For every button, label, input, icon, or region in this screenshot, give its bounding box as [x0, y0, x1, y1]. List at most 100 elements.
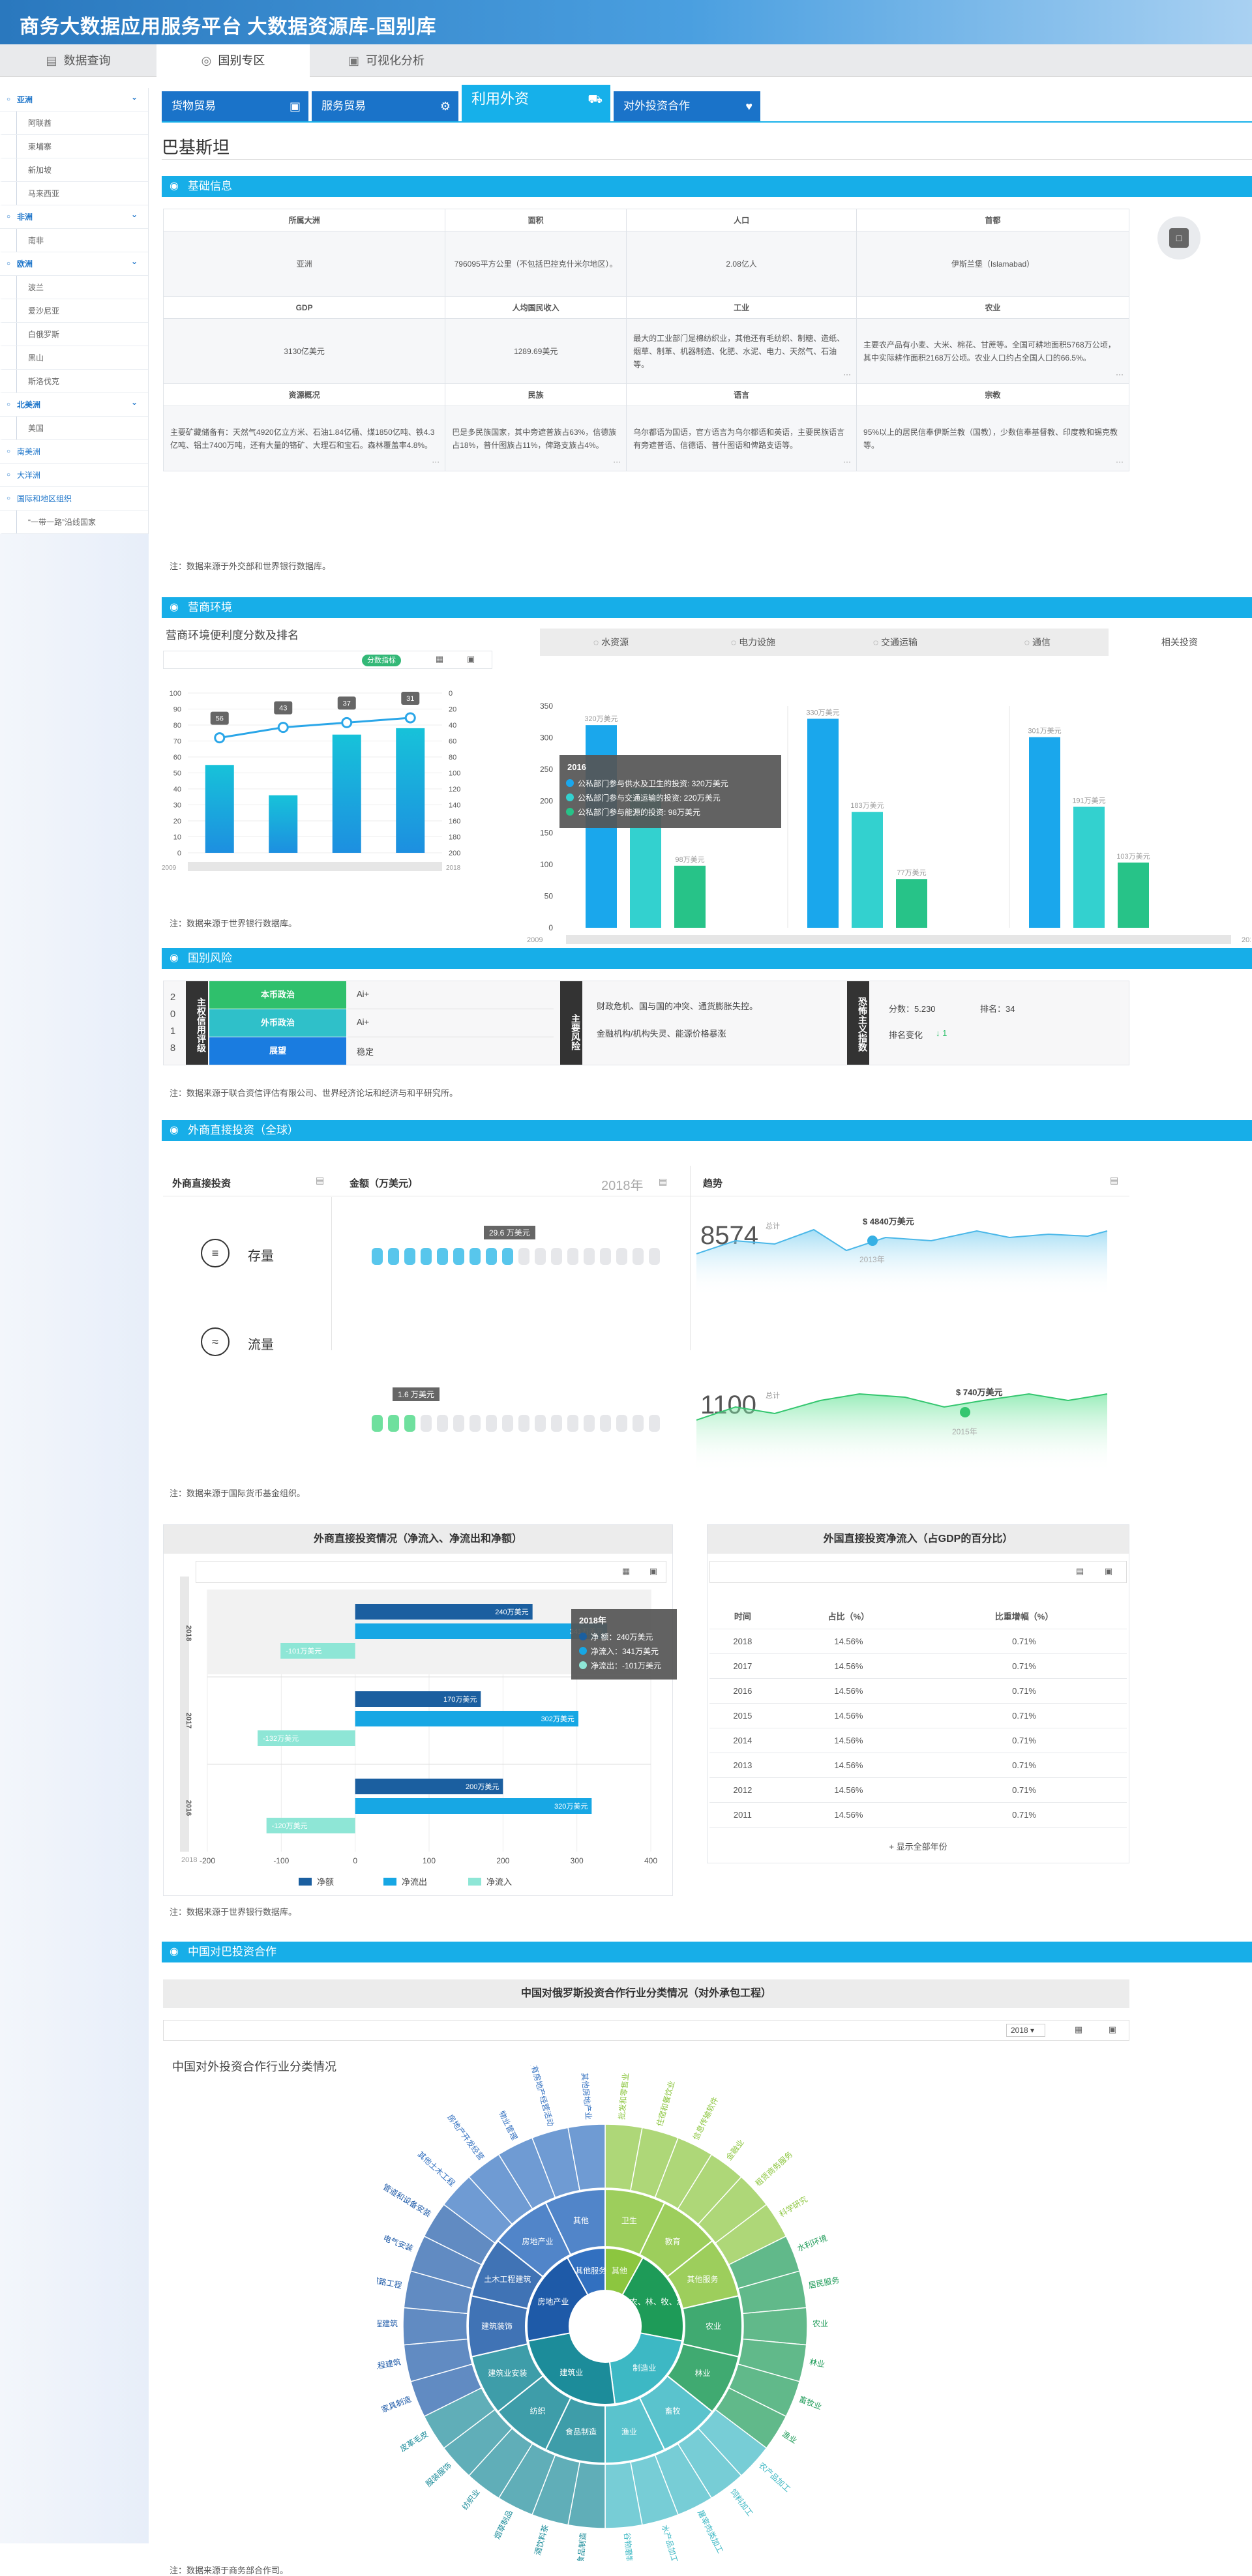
bar-value-label: 240万美元 [495, 1608, 528, 1616]
infra-tab[interactable]: ◌ 交通运输 [872, 637, 918, 647]
save-icon[interactable]: ▣ [466, 654, 475, 664]
table-cell: 0.71% [921, 1777, 1127, 1803]
sunburst-outer-label: 饲料加工 [728, 2487, 754, 2518]
sunburst-middle-label: 建筑装饰 [481, 2321, 513, 2331]
show-all-years-button[interactable]: + 显示全部年份 [889, 1842, 947, 1852]
year-select[interactable]: 2018 ▾ [1006, 2024, 1045, 2037]
tooltip-bg [559, 755, 781, 828]
x-tick-label: 300 [571, 1856, 584, 1865]
sunburst-outer-label: 铁路工程建筑 [377, 2357, 402, 2375]
calendar-icon[interactable]: ▤ [316, 1175, 325, 1185]
amount-segment [649, 1415, 660, 1432]
invest-bar [807, 718, 839, 928]
sunburst-outer-label: 居民服务 [807, 2275, 840, 2290]
fdi-year: 2018年 [601, 1179, 644, 1193]
tab-country-zone[interactable]: ◎ 国别专区 [156, 44, 310, 77]
subtab-goods-trade[interactable]: 货物贸易 ▣ [162, 91, 308, 121]
sunburst-outer-label: 金融业 [724, 2137, 746, 2162]
subtab-outward-investment[interactable]: 对外投资合作 ♥ [614, 91, 760, 121]
sidebar-group[interactable]: 南美洲 [0, 440, 148, 464]
sunburst-middle-label: 畜牧 [664, 2406, 680, 2416]
side-float: □ [1157, 216, 1200, 259]
amount-segment [453, 1248, 464, 1265]
sidebar-group[interactable]: 亚洲 [0, 85, 148, 111]
y-tick-label: 200 [540, 797, 553, 806]
sidebar-item[interactable]: 爱沙尼亚 [0, 299, 148, 323]
tooltip-line: 公私部门参与交通运输的投资: 220万美元 [578, 793, 721, 803]
more-icon[interactable]: ··· [432, 457, 440, 466]
sidebar-group[interactable]: 非洲 [0, 203, 148, 229]
calendar-icon[interactable]: ▤ [659, 1176, 668, 1187]
sunburst-inner-label: 建筑业 [559, 2367, 583, 2377]
tab-visual-analysis[interactable]: ▣ 可视化分析 [310, 44, 463, 77]
tooltip-dot [579, 1661, 587, 1669]
bar-value-label: 103万美元 [1116, 852, 1150, 861]
amount-segment [616, 1248, 627, 1265]
tooltip-line: 公私部门参与能源的投资: 98万美元 [578, 807, 700, 817]
sidebar-item[interactable]: 马来西亚 [0, 182, 148, 205]
infra-tab[interactable]: ◌ 水资源 [593, 637, 629, 647]
sidebar-item[interactable]: 柬埔寨 [0, 135, 148, 158]
sidebar-item[interactable]: 斯洛伐克 [0, 370, 148, 393]
x-tick-label: 400 [644, 1856, 657, 1865]
infra-tab[interactable]: ◌ 电力设施 [730, 637, 776, 647]
y-tick-label: 350 [540, 702, 553, 711]
save-icon[interactable]: ▣ [1108, 2024, 1117, 2034]
cart-icon: ▣ [289, 100, 301, 113]
sidebar-item[interactable]: 美国 [0, 417, 148, 440]
bar-value-label: 191万美元 [1072, 796, 1105, 805]
sidebar-group[interactable]: 欧洲 [0, 250, 148, 276]
tooltip-line: 净流入：341万美元 [591, 1647, 659, 1656]
fdi-net-toolbar: ▦ ▣ [196, 1561, 666, 1583]
table-cell: 0.71% [921, 1753, 1127, 1778]
infra-tab[interactable]: 相关投资 [1108, 629, 1251, 656]
main-tabs: ▤ 数据查询 ◎ 国别专区 ▣ 可视化分析 [0, 44, 1252, 77]
sidebar-group[interactable]: 北美洲 [0, 391, 148, 417]
sidebar-group[interactable]: 国际和地区组织 [0, 487, 148, 511]
more-icon[interactable]: ··· [1116, 457, 1124, 466]
total-label: 总计 [766, 1391, 780, 1400]
metric-tag[interactable]: 分数指标 [362, 655, 401, 666]
comment-icon[interactable]: □ [1169, 228, 1189, 248]
rank-label: 43 [279, 705, 287, 713]
sidebar-item[interactable]: 波兰 [0, 276, 148, 299]
rank-label-bg [274, 701, 293, 715]
sidebar-item[interactable]: 黑山 [0, 346, 148, 370]
range-slider [188, 862, 442, 871]
table-cell: 2011 [709, 1802, 776, 1828]
table-icon[interactable]: ▦ [1074, 2024, 1083, 2034]
tab-data-query[interactable]: ▤ 数据查询 [0, 44, 156, 77]
more-icon[interactable]: ··· [613, 457, 621, 466]
sunburst-outer-label: 烟草制品 [492, 2509, 514, 2541]
net-bar [266, 1818, 355, 1833]
bar-value-label: 320万美元 [584, 715, 618, 723]
chart-icon[interactable]: ▤ [1075, 1566, 1084, 1576]
tooltip-line: 净 额：240万美元 [591, 1633, 653, 1642]
sidebar-item[interactable]: “一带一路”沿线国家 [0, 511, 148, 534]
table-cell: 14.56% [775, 1753, 922, 1778]
more-icon[interactable]: ··· [843, 370, 852, 379]
subtab-service-trade[interactable]: 服务贸易 ⚙ [312, 91, 458, 121]
amount-segment [421, 1415, 432, 1432]
y-tick-label: 40 [173, 786, 181, 793]
y2-tick-label: 0 [449, 690, 453, 698]
table-icon[interactable]: ▦ [621, 1566, 631, 1576]
sidebar-item[interactable]: 白俄罗斯 [0, 323, 148, 346]
bar-chart-icon[interactable]: ▤ [1110, 1175, 1119, 1185]
sidebar-item[interactable]: 南非 [0, 229, 148, 252]
save-icon[interactable]: ▣ [1104, 1566, 1113, 1576]
table-icon[interactable]: ▦ [435, 654, 444, 664]
subtab-foreign-capital[interactable]: 利用外资 ⛟ [462, 85, 610, 121]
save-icon[interactable]: ▣ [649, 1566, 658, 1576]
amount-segment [502, 1248, 513, 1265]
sidebar-group[interactable]: 大洋洲 [0, 464, 148, 487]
sidebar-item[interactable]: 阿联酋 [0, 111, 148, 135]
sunburst-outer-label: 酒饮料茶 [532, 2524, 550, 2556]
more-icon[interactable]: ··· [843, 457, 852, 466]
more-icon[interactable]: ··· [1116, 370, 1124, 379]
y-tick-label: 100 [170, 690, 181, 698]
infra-tab[interactable]: ◌ 通信 [1024, 637, 1051, 647]
sidebar-item[interactable]: 新加坡 [0, 158, 148, 182]
sunburst-outer-segment [402, 2307, 468, 2346]
